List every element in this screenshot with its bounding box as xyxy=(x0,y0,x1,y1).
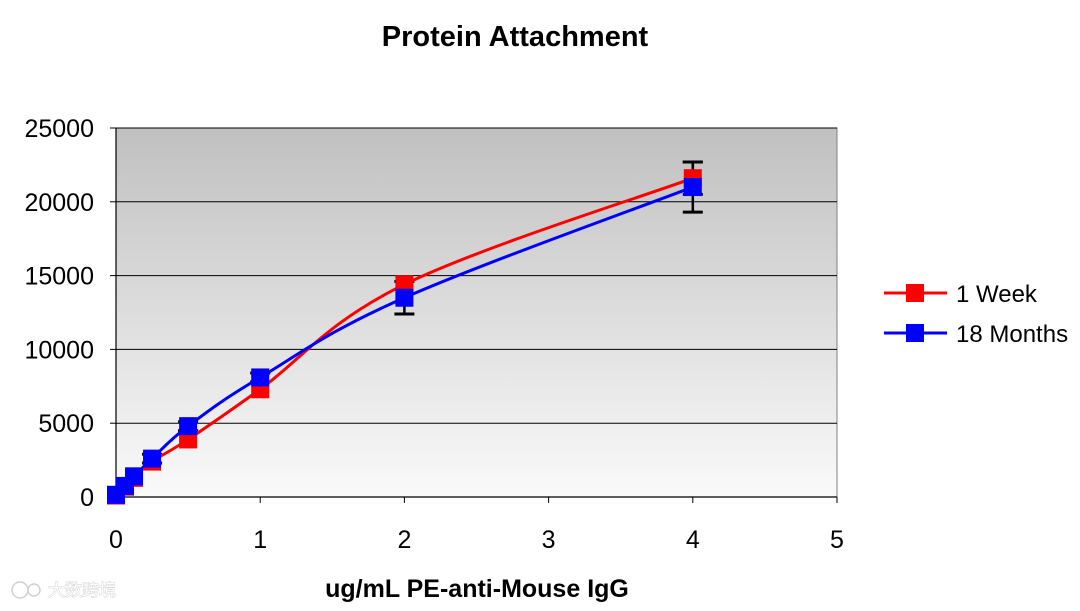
y-axis-ticks: 0 5000 10000 15000 20000 25000 xyxy=(24,115,116,512)
y-tick-label: 5000 xyxy=(38,410,94,438)
watermark-logo-icon-2 xyxy=(27,583,41,597)
grid-lines xyxy=(116,127,837,424)
y-tick-label: 15000 xyxy=(24,263,94,291)
data-point-series-2 xyxy=(683,178,702,197)
legend-marker xyxy=(906,324,924,342)
watermark-logo-icon xyxy=(11,581,29,599)
legend-label: 18 Months xyxy=(956,321,1068,348)
x-tick-label: 3 xyxy=(542,526,556,554)
data-point-series-2 xyxy=(395,288,414,307)
x-tick-label: 0 xyxy=(109,526,123,554)
x-tick-label: 4 xyxy=(686,526,700,554)
y-tick-label: 25000 xyxy=(24,115,94,143)
watermark-text: 大数跨境 xyxy=(48,581,116,600)
legend-marker xyxy=(906,284,924,302)
x-tick-label: 1 xyxy=(253,526,267,554)
x-axis-ticks: 0 1 2 3 4 5 xyxy=(109,497,844,554)
data-series xyxy=(107,160,703,505)
data-point-series-2 xyxy=(179,417,198,436)
x-tick-label: 5 xyxy=(830,526,844,554)
axes xyxy=(115,128,837,498)
x-tick-label: 2 xyxy=(397,526,411,554)
legend: 1 Week 18 Months xyxy=(884,281,1068,348)
y-tick-label: 0 xyxy=(80,484,94,512)
x-axis-label: ug/mL PE-anti-Mouse IgG xyxy=(325,575,629,603)
y-tick-label: 10000 xyxy=(24,336,94,364)
plot-area xyxy=(115,127,838,498)
chart-title: Protein Attachment xyxy=(382,21,649,53)
data-point-series-2 xyxy=(251,368,270,387)
data-point-series-2 xyxy=(143,449,162,468)
watermark: 大数跨境 xyxy=(11,581,116,600)
legend-label: 1 Week xyxy=(956,281,1038,308)
data-point-series-2 xyxy=(125,467,144,486)
y-tick-label: 20000 xyxy=(24,189,94,217)
